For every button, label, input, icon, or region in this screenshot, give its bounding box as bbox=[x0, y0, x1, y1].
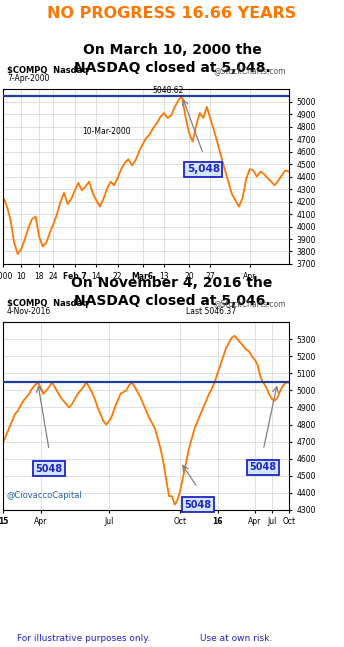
Text: 5048: 5048 bbox=[250, 462, 277, 472]
Text: 7-Apr-2000: 7-Apr-2000 bbox=[7, 74, 50, 83]
Text: On March 10, 2000 the
NASDAQ closed at 5,048.: On March 10, 2000 the NASDAQ closed at 5… bbox=[74, 43, 270, 74]
Text: @StockCharts.com: @StockCharts.com bbox=[213, 299, 286, 308]
Text: 10-Mar-2000: 10-Mar-2000 bbox=[82, 127, 131, 137]
Text: 5048.62: 5048.62 bbox=[152, 85, 183, 94]
Text: 5,048: 5,048 bbox=[187, 164, 220, 174]
Text: @CiovaccoCapital: @CiovaccoCapital bbox=[7, 491, 83, 500]
Text: 4-Nov-2016: 4-Nov-2016 bbox=[7, 307, 51, 316]
Text: 5048: 5048 bbox=[184, 499, 211, 510]
Text: $COMPQ  Nasdaq: $COMPQ Nasdaq bbox=[7, 66, 88, 75]
Text: On November 4, 2016 the
NASDAQ closed at 5,046.: On November 4, 2016 the NASDAQ closed at… bbox=[71, 276, 273, 307]
Text: For illustrative purposes only.: For illustrative purposes only. bbox=[17, 633, 150, 642]
Text: $COMPQ  Nasdaq: $COMPQ Nasdaq bbox=[7, 299, 88, 308]
Text: Last 5046.37: Last 5046.37 bbox=[186, 307, 236, 316]
Text: Use at own risk.: Use at own risk. bbox=[200, 633, 272, 642]
Text: 5048: 5048 bbox=[35, 464, 63, 474]
Text: NO PROGRESS 16.66 YEARS: NO PROGRESS 16.66 YEARS bbox=[47, 6, 297, 21]
Text: @StockCharts.com: @StockCharts.com bbox=[213, 66, 286, 75]
